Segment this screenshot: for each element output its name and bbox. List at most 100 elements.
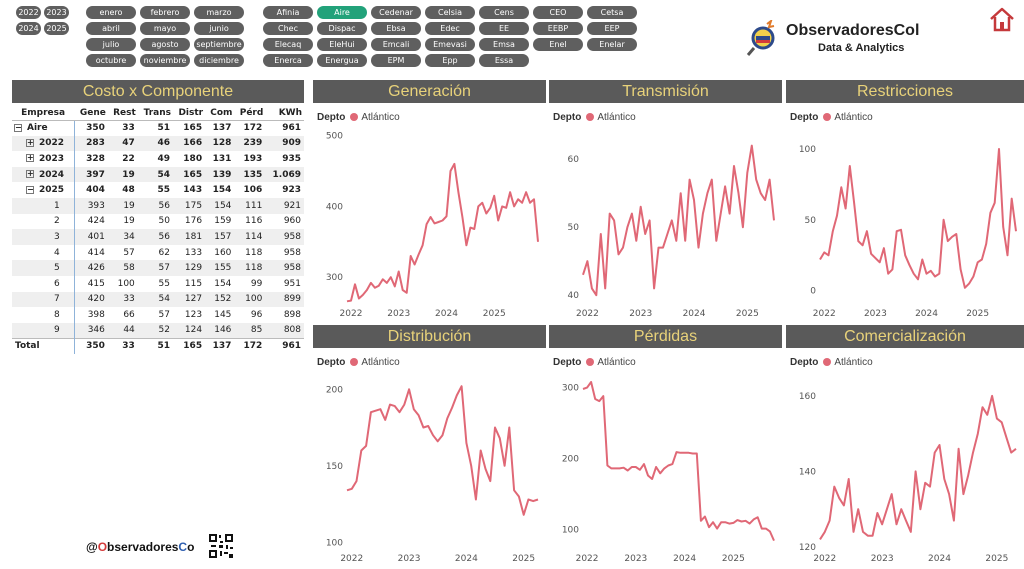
y-tick-label: 0: [810, 287, 816, 297]
matrix-cell: 166: [173, 135, 206, 152]
matrix-row: +2024 397 19 54 165 139 135 1.069: [12, 166, 304, 183]
company-slicer-aire[interactable]: Aire: [317, 6, 367, 19]
company-slicer-enelar[interactable]: Enelar: [587, 38, 637, 51]
matrix-row-label[interactable]: +2022: [12, 135, 75, 152]
company-slicer-elecaq[interactable]: Elecaq: [263, 38, 313, 51]
month-slicer-junio[interactable]: junio: [194, 22, 244, 35]
month-slicer-febrero[interactable]: febrero: [140, 6, 190, 19]
x-tick-label: 2024: [455, 554, 478, 564]
year-slicer-2022[interactable]: 2022: [16, 6, 41, 19]
company-slicer-emevasi[interactable]: Emevasi: [425, 38, 475, 51]
matrix-row-label: 4: [12, 244, 75, 261]
series-line-atlantico[interactable]: [346, 385, 539, 516]
year-slicer-2023[interactable]: 2023: [44, 6, 69, 19]
month-slicer-agosto[interactable]: agosto: [140, 38, 190, 51]
x-tick-label: 2023: [871, 554, 894, 564]
series-line-atlantico[interactable]: [582, 381, 775, 542]
chart-legend[interactable]: Depto Atlántico: [790, 112, 873, 123]
company-slicer-afinia[interactable]: Afinia: [263, 6, 313, 19]
month-slicer-septiembre[interactable]: septiembre: [194, 38, 244, 51]
company-slicer-eep[interactable]: EEP: [587, 22, 637, 35]
month-slicer-noviembre[interactable]: noviembre: [140, 54, 190, 67]
matrix-header-3[interactable]: Trans: [137, 106, 173, 121]
year-slicer-2025[interactable]: 2025: [44, 22, 69, 35]
company-slicer-essa[interactable]: Essa: [479, 54, 529, 67]
matrix-header-0[interactable]: Empresa: [12, 106, 75, 121]
matrix-row-label: 2: [12, 213, 75, 230]
series-line-atlantico[interactable]: [819, 148, 1017, 289]
company-slicer-edec[interactable]: Edec: [425, 22, 475, 35]
chart-legend[interactable]: Depto Atlántico: [317, 357, 400, 368]
company-slicer-ee[interactable]: EE: [479, 22, 529, 35]
matrix-cell: 33: [122, 123, 135, 134]
matrix-row-label: 8: [12, 307, 75, 323]
month-slicer-julio[interactable]: julio: [86, 38, 136, 51]
month-slicer-marzo[interactable]: marzo: [194, 6, 244, 19]
matrix-cell: 176: [184, 216, 203, 227]
matrix-cell: 100: [117, 278, 135, 289]
logo-subtitle: Data & Analytics: [818, 42, 905, 54]
company-slicer-cens[interactable]: Cens: [479, 6, 529, 19]
company-slicer-celsia[interactable]: Celsia: [425, 6, 475, 19]
matrix-header-6[interactable]: Pérd: [234, 106, 266, 121]
collapse-icon[interactable]: −: [14, 122, 22, 132]
home-icon[interactable]: [988, 6, 1016, 32]
matrix-row-label[interactable]: +2023: [12, 151, 75, 167]
company-slicer-emcali[interactable]: Emcali: [371, 38, 421, 51]
company-slicer-cetsa[interactable]: Cetsa: [587, 6, 637, 19]
company-slicer-cedenar[interactable]: Cedenar: [371, 6, 421, 19]
month-slicer-enero[interactable]: enero: [86, 6, 136, 19]
matrix-row-label-text: 3: [54, 231, 60, 242]
month-slicer-octubre[interactable]: octubre: [86, 54, 136, 67]
matrix-row-label[interactable]: − Aire: [12, 120, 75, 136]
matrix-cell: 958: [265, 260, 304, 276]
logo-title: ObservadoresCol: [786, 22, 920, 39]
company-slicer-enel[interactable]: Enel: [533, 38, 583, 51]
chart-legend[interactable]: Depto Atlántico: [790, 357, 873, 368]
month-slicer-mayo[interactable]: mayo: [140, 22, 190, 35]
month-slicer-diciembre[interactable]: diciembre: [194, 54, 244, 67]
company-slicer-emsa[interactable]: Emsa: [479, 38, 529, 51]
company-slicer-dispac[interactable]: Dispac: [317, 22, 367, 35]
matrix-header-5[interactable]: Com: [205, 106, 235, 121]
matrix-header-7[interactable]: KWh: [265, 106, 304, 121]
matrix-header-1[interactable]: Gene: [74, 106, 108, 121]
company-slicer-eebp[interactable]: EEBP: [533, 22, 583, 35]
year-slicer-2024[interactable]: 2024: [16, 22, 41, 35]
company-slicer-ebsa[interactable]: Ebsa: [371, 22, 421, 35]
legend-series: Atlántico: [834, 112, 873, 123]
expand-icon[interactable]: +: [26, 153, 34, 163]
matrix-row-label[interactable]: +2024: [12, 166, 75, 183]
qr-code-icon: [208, 533, 234, 559]
chart-legend[interactable]: Depto Atlántico: [553, 112, 636, 123]
legend-series: Atlántico: [361, 112, 400, 123]
chart-legend[interactable]: Depto Atlántico: [553, 357, 636, 368]
series-line-atlantico[interactable]: [346, 162, 539, 303]
series-line-atlantico[interactable]: [582, 144, 775, 297]
matrix-row-label[interactable]: −2025: [12, 182, 75, 198]
expand-icon[interactable]: +: [26, 137, 34, 147]
company-slicer-ceo[interactable]: CEO: [533, 6, 583, 19]
chart-legend[interactable]: Depto Atlántico: [317, 112, 400, 123]
matrix-header-4[interactable]: Distr: [173, 106, 206, 121]
company-slicer-energua[interactable]: Energua: [317, 54, 367, 67]
expand-icon[interactable]: +: [26, 169, 34, 179]
company-slicer-elehui[interactable]: EleHui: [317, 38, 367, 51]
matrix-cell: 111: [234, 197, 266, 214]
collapse-icon[interactable]: −: [26, 184, 34, 194]
x-tick-label: 2025: [736, 309, 759, 319]
matrix-cell: 33: [107, 291, 138, 308]
company-slicer-epp[interactable]: Epp: [425, 54, 475, 67]
matrix-cell: 51: [157, 123, 170, 134]
company-slicer-chec[interactable]: Chec: [263, 22, 313, 35]
matrix-row-label: 7: [12, 291, 75, 308]
series-line-atlantico[interactable]: [819, 394, 1017, 540]
company-slicer-epm[interactable]: EPM: [371, 54, 421, 67]
company-slicer-enerca[interactable]: Enerca: [263, 54, 313, 67]
matrix-row: − Aire 350 33 51 165 137 172 961: [12, 120, 304, 136]
month-slicer-abril[interactable]: abril: [86, 22, 136, 35]
matrix-header-2[interactable]: Rest: [107, 106, 138, 121]
matrix-cell: 19: [107, 166, 138, 183]
chart-title-restricciones: Restricciones: [786, 80, 1024, 103]
matrix-cell: 404: [86, 185, 105, 196]
